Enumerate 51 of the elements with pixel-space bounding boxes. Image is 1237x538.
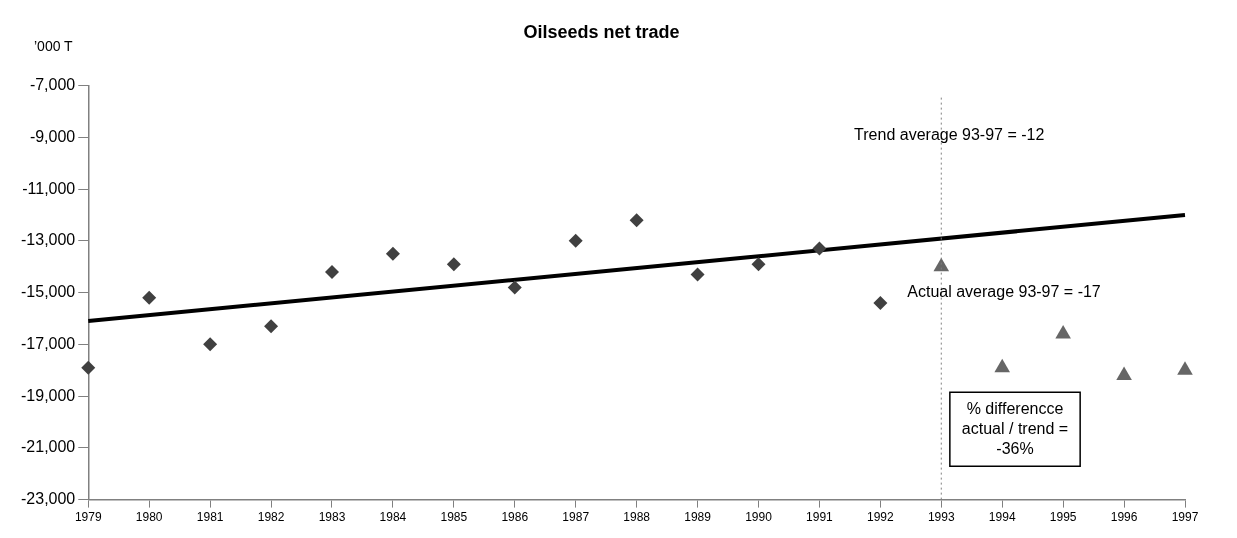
y-tick-label: -23,000	[21, 490, 76, 508]
point	[1055, 325, 1071, 339]
x-tick-label: 1987	[562, 510, 590, 525]
y-tick-label: -9,000	[29, 127, 76, 145]
point	[142, 290, 157, 305]
x-tick-label: 1996	[1110, 510, 1138, 525]
point	[994, 358, 1011, 373]
point	[264, 319, 279, 334]
x-tick-label: 1991	[806, 510, 834, 525]
annotation: % differencce actual / trend = -36%	[961, 399, 1069, 457]
annotation: Trend average 93-97 = -12	[854, 125, 1045, 143]
x-tick-label: 1990	[745, 510, 773, 525]
x-tick-label: 1980	[135, 510, 163, 525]
x-tick-label: 1986	[501, 510, 529, 525]
y-tick-label: -7,000	[29, 76, 76, 94]
x-tick-label: 1992	[867, 510, 895, 525]
annotation: Actual average 93-97 = -17	[907, 283, 1101, 301]
y-tick-label: -15,000	[21, 283, 76, 301]
x-tick-label: 1997	[1171, 510, 1199, 525]
x-tick-label: 1994	[988, 510, 1016, 525]
point	[812, 241, 827, 256]
x-tick-label: 1979	[74, 510, 102, 525]
y-tick-label: -21,000	[21, 438, 76, 456]
point	[751, 257, 766, 272]
point	[81, 360, 96, 375]
point	[629, 213, 644, 228]
y-tick-label: -17,000	[21, 334, 76, 352]
x-tick-label: 1995	[1049, 510, 1077, 525]
x-tick-label: 1989	[684, 510, 712, 525]
point	[324, 264, 339, 279]
point	[690, 267, 705, 282]
point	[385, 246, 400, 261]
y-tick-label: -11,000	[22, 179, 76, 197]
x-tick-label: 1984	[379, 510, 407, 525]
x-tick-label: 1983	[318, 510, 346, 525]
x-tick-label: 1981	[196, 510, 224, 525]
y-axis-title: ’000 T	[34, 38, 74, 55]
point	[507, 280, 522, 295]
point	[1116, 366, 1132, 380]
x-tick-label: 1988	[623, 510, 651, 525]
chart-title: Oilseeds net trade	[523, 21, 680, 42]
point	[568, 233, 583, 248]
point	[203, 337, 218, 352]
point	[446, 257, 461, 272]
x-tick-label: 1985	[440, 510, 468, 525]
point	[873, 295, 888, 310]
x-tick-label: 1993	[927, 510, 955, 525]
x-tick-label: 1982	[257, 510, 285, 525]
y-tick-label: -13,000	[21, 231, 76, 249]
point	[1177, 361, 1193, 375]
y-tick-label: -19,000	[21, 386, 76, 404]
